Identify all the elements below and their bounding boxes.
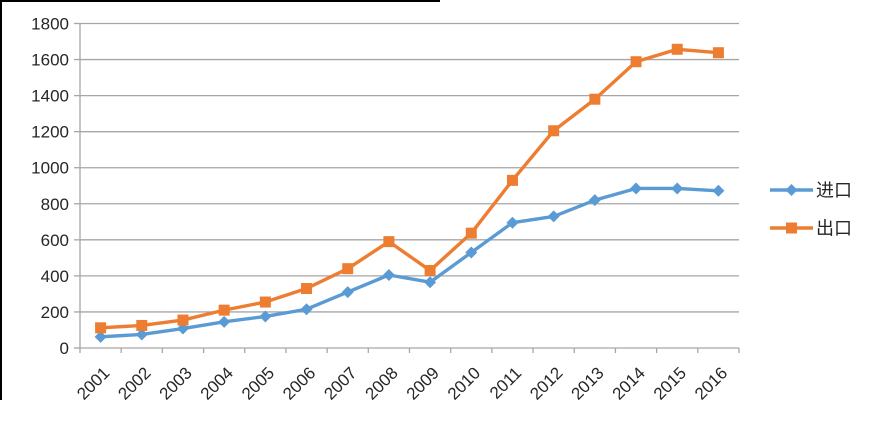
- x-axis-tick-label: 2009: [403, 363, 443, 403]
- series-export-marker: [342, 263, 354, 275]
- series-export-marker: [630, 56, 642, 68]
- legend-item-export: 出口: [770, 219, 852, 239]
- series-import: [94, 182, 725, 343]
- series-export-marker: [424, 264, 436, 276]
- y-axis-tick-label: 800: [41, 195, 69, 214]
- x-axis-tick-label: 2016: [691, 363, 731, 403]
- series-export-marker: [671, 43, 683, 55]
- series-import-marker: [630, 182, 643, 195]
- y-axis-tick-label: 200: [41, 303, 69, 322]
- x-axis-tick-label: 2011: [486, 363, 525, 402]
- x-axis-tick-label: 2015: [650, 363, 690, 403]
- gridlines: [80, 22, 739, 349]
- series-import-marker: [671, 182, 684, 195]
- axes: [74, 22, 740, 353]
- x-axis-tick-label: 2004: [197, 363, 237, 403]
- crop-border-top: [0, 0, 440, 2]
- legend-item-import: 进口: [770, 181, 852, 201]
- series-import-marker: [300, 303, 313, 316]
- series-import-line: [100, 186, 719, 339]
- x-axis-tick-label: 2001: [73, 363, 113, 403]
- series-export-marker: [218, 304, 230, 316]
- series-export-marker: [383, 236, 395, 248]
- series-export-marker: [465, 227, 477, 239]
- y-axis-tick-label: 1000: [31, 159, 69, 178]
- series-import-marker: [382, 268, 395, 281]
- y-axis-tick-label: 400: [41, 267, 69, 286]
- series-import-marker: [94, 330, 107, 343]
- x-axis-tick-label: 2012: [526, 363, 566, 403]
- x-axis-tick-label: 2014: [609, 363, 649, 403]
- x-axis-tick-label: 2002: [114, 363, 154, 403]
- y-axis-tick-label: 0: [60, 339, 69, 358]
- series-export-marker: [301, 283, 313, 295]
- y-axis-tick-label: 1200: [31, 123, 69, 142]
- legend-label-import: 进口: [816, 181, 852, 201]
- y-axis-tick-label: 1800: [31, 15, 69, 34]
- x-axis-tick-label: 2007: [320, 363, 360, 403]
- series-import-marker: [424, 276, 437, 289]
- series-import-marker: [588, 194, 601, 207]
- x-axis-tick-label: 2005: [238, 363, 278, 403]
- series-import-marker: [341, 286, 354, 299]
- series-export-marker: [548, 125, 560, 137]
- series-import-marker: [712, 184, 725, 197]
- series-export: [95, 43, 724, 334]
- y-axis-tick-label: 1600: [31, 51, 69, 70]
- x-axis-tick-label: 2003: [156, 363, 196, 403]
- series-export-marker: [506, 174, 518, 186]
- series-import-marker: [259, 310, 272, 323]
- series-import-marker: [218, 315, 231, 328]
- series-import-marker: [135, 328, 148, 341]
- x-axis-tick-label: 2006: [279, 363, 319, 403]
- series-export-marker: [589, 93, 601, 105]
- series-export-marker: [712, 47, 724, 59]
- x-axis-tick-label: 2008: [362, 363, 402, 403]
- series-export-marker: [95, 322, 107, 334]
- series-export-marker: [177, 314, 189, 326]
- y-axis-labels: 0 200 400 600 800 1000 1200 1400 1600 1800: [31, 15, 69, 359]
- legend-label-export: 出口: [816, 219, 852, 239]
- legend-swatch-marker-import: [785, 184, 798, 196]
- crop-border-left: [0, 0, 2, 400]
- x-axis-tick-label: 2010: [444, 363, 484, 403]
- series-import-marker: [506, 216, 519, 229]
- series-import-marker: [465, 246, 478, 259]
- x-axis-tick-label: 2013: [567, 363, 607, 403]
- y-axis-tick-label: 1400: [31, 87, 69, 106]
- y-axis-tick-label: 600: [41, 231, 69, 250]
- series-export-marker: [259, 296, 271, 308]
- series-export-marker: [136, 319, 148, 331]
- legend-swatch-marker-export: [786, 222, 797, 234]
- x-axis-labels: 2001 2002 2003 2004 2005 2006 2007 2008 2009 2010…: [73, 363, 731, 403]
- series-export-line: [100, 47, 719, 330]
- series-import-marker: [547, 210, 560, 223]
